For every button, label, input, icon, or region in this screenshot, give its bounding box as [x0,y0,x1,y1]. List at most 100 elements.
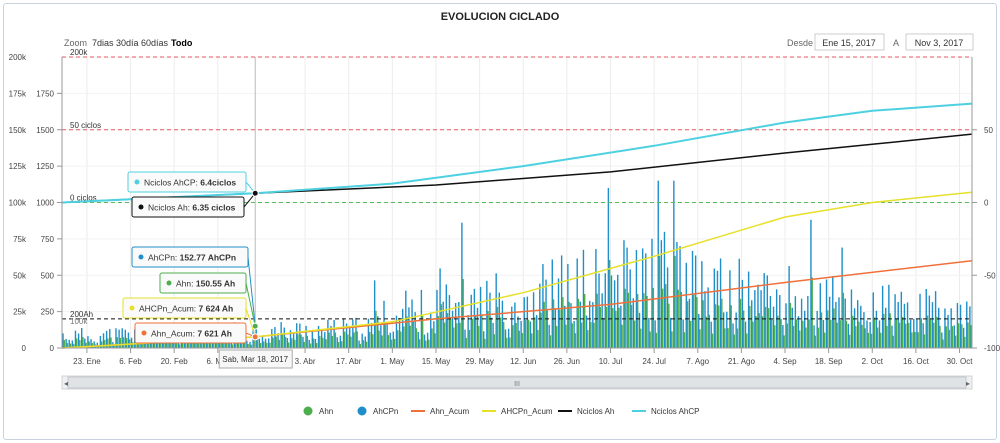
bar-ahn [948,329,951,348]
bar-ahn [929,319,932,348]
bar-ahcpn [797,316,800,348]
zoom-7dias-button[interactable]: 7dias [92,38,114,48]
bar-ahcpn [458,302,460,348]
bar-ahcpn [822,319,825,348]
bar-ahn [730,305,732,348]
bar-ahcpn [398,317,401,348]
legend-item-label[interactable]: Ahn_Acum [430,407,469,416]
bar-ahn [85,342,87,348]
bar-ahn [291,338,293,348]
bar-ahn [499,317,502,348]
range-to-input[interactable] [905,33,974,51]
bar-ahcpn [470,294,472,348]
bar-ahn [901,317,904,348]
bar-ahcpn [694,255,697,348]
bar-ahn [281,333,284,348]
bar-ahn [300,334,302,348]
bar-ahn [119,337,122,348]
legend-item-label[interactable]: AHCPn_Acum [501,407,553,416]
bar-ahn [602,317,605,348]
bar-ahn [166,341,168,348]
legend-marker-ahn[interactable] [303,406,313,416]
bar-ahn [811,277,813,348]
bar-ahcpn [729,270,731,348]
bar-ahn [543,301,545,348]
bar-ahn [403,326,405,348]
tooltip-text: Ahn: 150.55 Ah [176,279,235,289]
bar-ahn [418,339,421,348]
bar-ahn [876,327,879,348]
bar-ahn [431,328,433,348]
bar-ahcpn [507,328,510,348]
x-tick-label: 4. Sep [773,357,797,366]
bar-ahcpn [355,317,357,348]
legend-marker-ahcpn[interactable] [357,406,367,416]
bar-ahn [714,304,717,348]
bar-ahn [861,324,863,348]
bar-ahn [939,325,941,348]
bar-ahn [459,322,461,348]
bar-ahcpn [498,292,501,348]
bar-ahcpn [554,308,557,348]
y-acum-tick-label: 25k [13,308,27,317]
tooltip-box [122,297,247,319]
range-from-input[interactable] [814,33,885,51]
tooltip-dot [134,179,140,185]
x-tick-label: 1. May [380,357,404,366]
bar-ahcpn [735,312,737,348]
tooltip-group: Nciclos AhCP: 6.4ciclos Nciclos Ah: 6.35 … [122,57,293,369]
bar-ahn [649,331,651,348]
bar-ahn [774,325,776,348]
legend-item-label[interactable]: Nciclos Ah [577,407,614,416]
bar-ahn [967,322,969,348]
bar-ahcpn [841,247,843,348]
scroll-left-arrow-icon[interactable]: ◂ [64,379,68,388]
bar-ahn [515,323,517,348]
scrollbar-thumb[interactable] [67,376,967,389]
x-tick-label: 29. May [465,357,493,366]
zoom-todo-button[interactable]: Todo [171,38,193,48]
bar-ahn [786,323,788,348]
scroll-right-arrow-icon[interactable]: ▸ [966,379,970,388]
bar-ahcpn [327,319,329,348]
zoom-30dia-button[interactable]: 30día [116,38,139,48]
bar-ahcpn [676,242,678,348]
bar-ahcpn [856,300,859,348]
bar-ahcpn [99,335,102,348]
bar-ahn [468,329,471,348]
y-ah-tick-label: 750 [41,235,55,244]
bar-ahcpn [825,279,828,348]
bar-ahn [845,320,848,348]
bar-ahcpn [249,341,251,348]
x-tick-label: 6. Feb [119,357,142,366]
bar-ahn [895,318,898,348]
legend-item-label[interactable]: Ahn [319,407,333,416]
bar-ahn [188,340,190,348]
legend-item-label[interactable]: AhCPn [373,407,398,416]
bar-ahn [836,322,838,348]
bar-ahcpn [763,273,765,348]
bar-ahn [852,315,854,348]
tooltip-text: Ahn_Acum: 7 621 Ah [151,329,232,339]
bar-ahcpn [80,328,83,348]
bar-ahcpn [127,332,130,348]
legend-item-label[interactable]: Nciclos AhCP [651,407,699,416]
bar-ahn [325,339,327,348]
zoom-label: Zoom [64,38,87,48]
y-acum-tick-label: 150k [9,126,27,135]
bar-ahn [365,341,368,348]
x-tick-label: 10. Jul [599,357,623,366]
bar-ahn [957,323,960,348]
bar-ahn [312,338,315,348]
bar-ahn [269,342,271,348]
bar-ahcpn [314,339,317,348]
bar-ahcpn [289,330,292,348]
bar-ahn [506,337,508,348]
bar-ahn [721,298,723,348]
bar-ahn [742,310,745,348]
y-ah-tick-label: 1750 [36,89,54,98]
tooltip-marker [251,333,259,341]
bar-ahcpn [109,328,111,348]
tooltip-box [159,272,247,294]
zoom-60dias-button[interactable]: 60días [141,38,169,48]
